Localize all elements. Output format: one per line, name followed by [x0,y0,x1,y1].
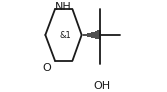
Text: OH: OH [93,80,110,91]
Text: &1: &1 [59,31,71,40]
Text: NH: NH [55,2,72,12]
Text: O: O [43,63,52,73]
